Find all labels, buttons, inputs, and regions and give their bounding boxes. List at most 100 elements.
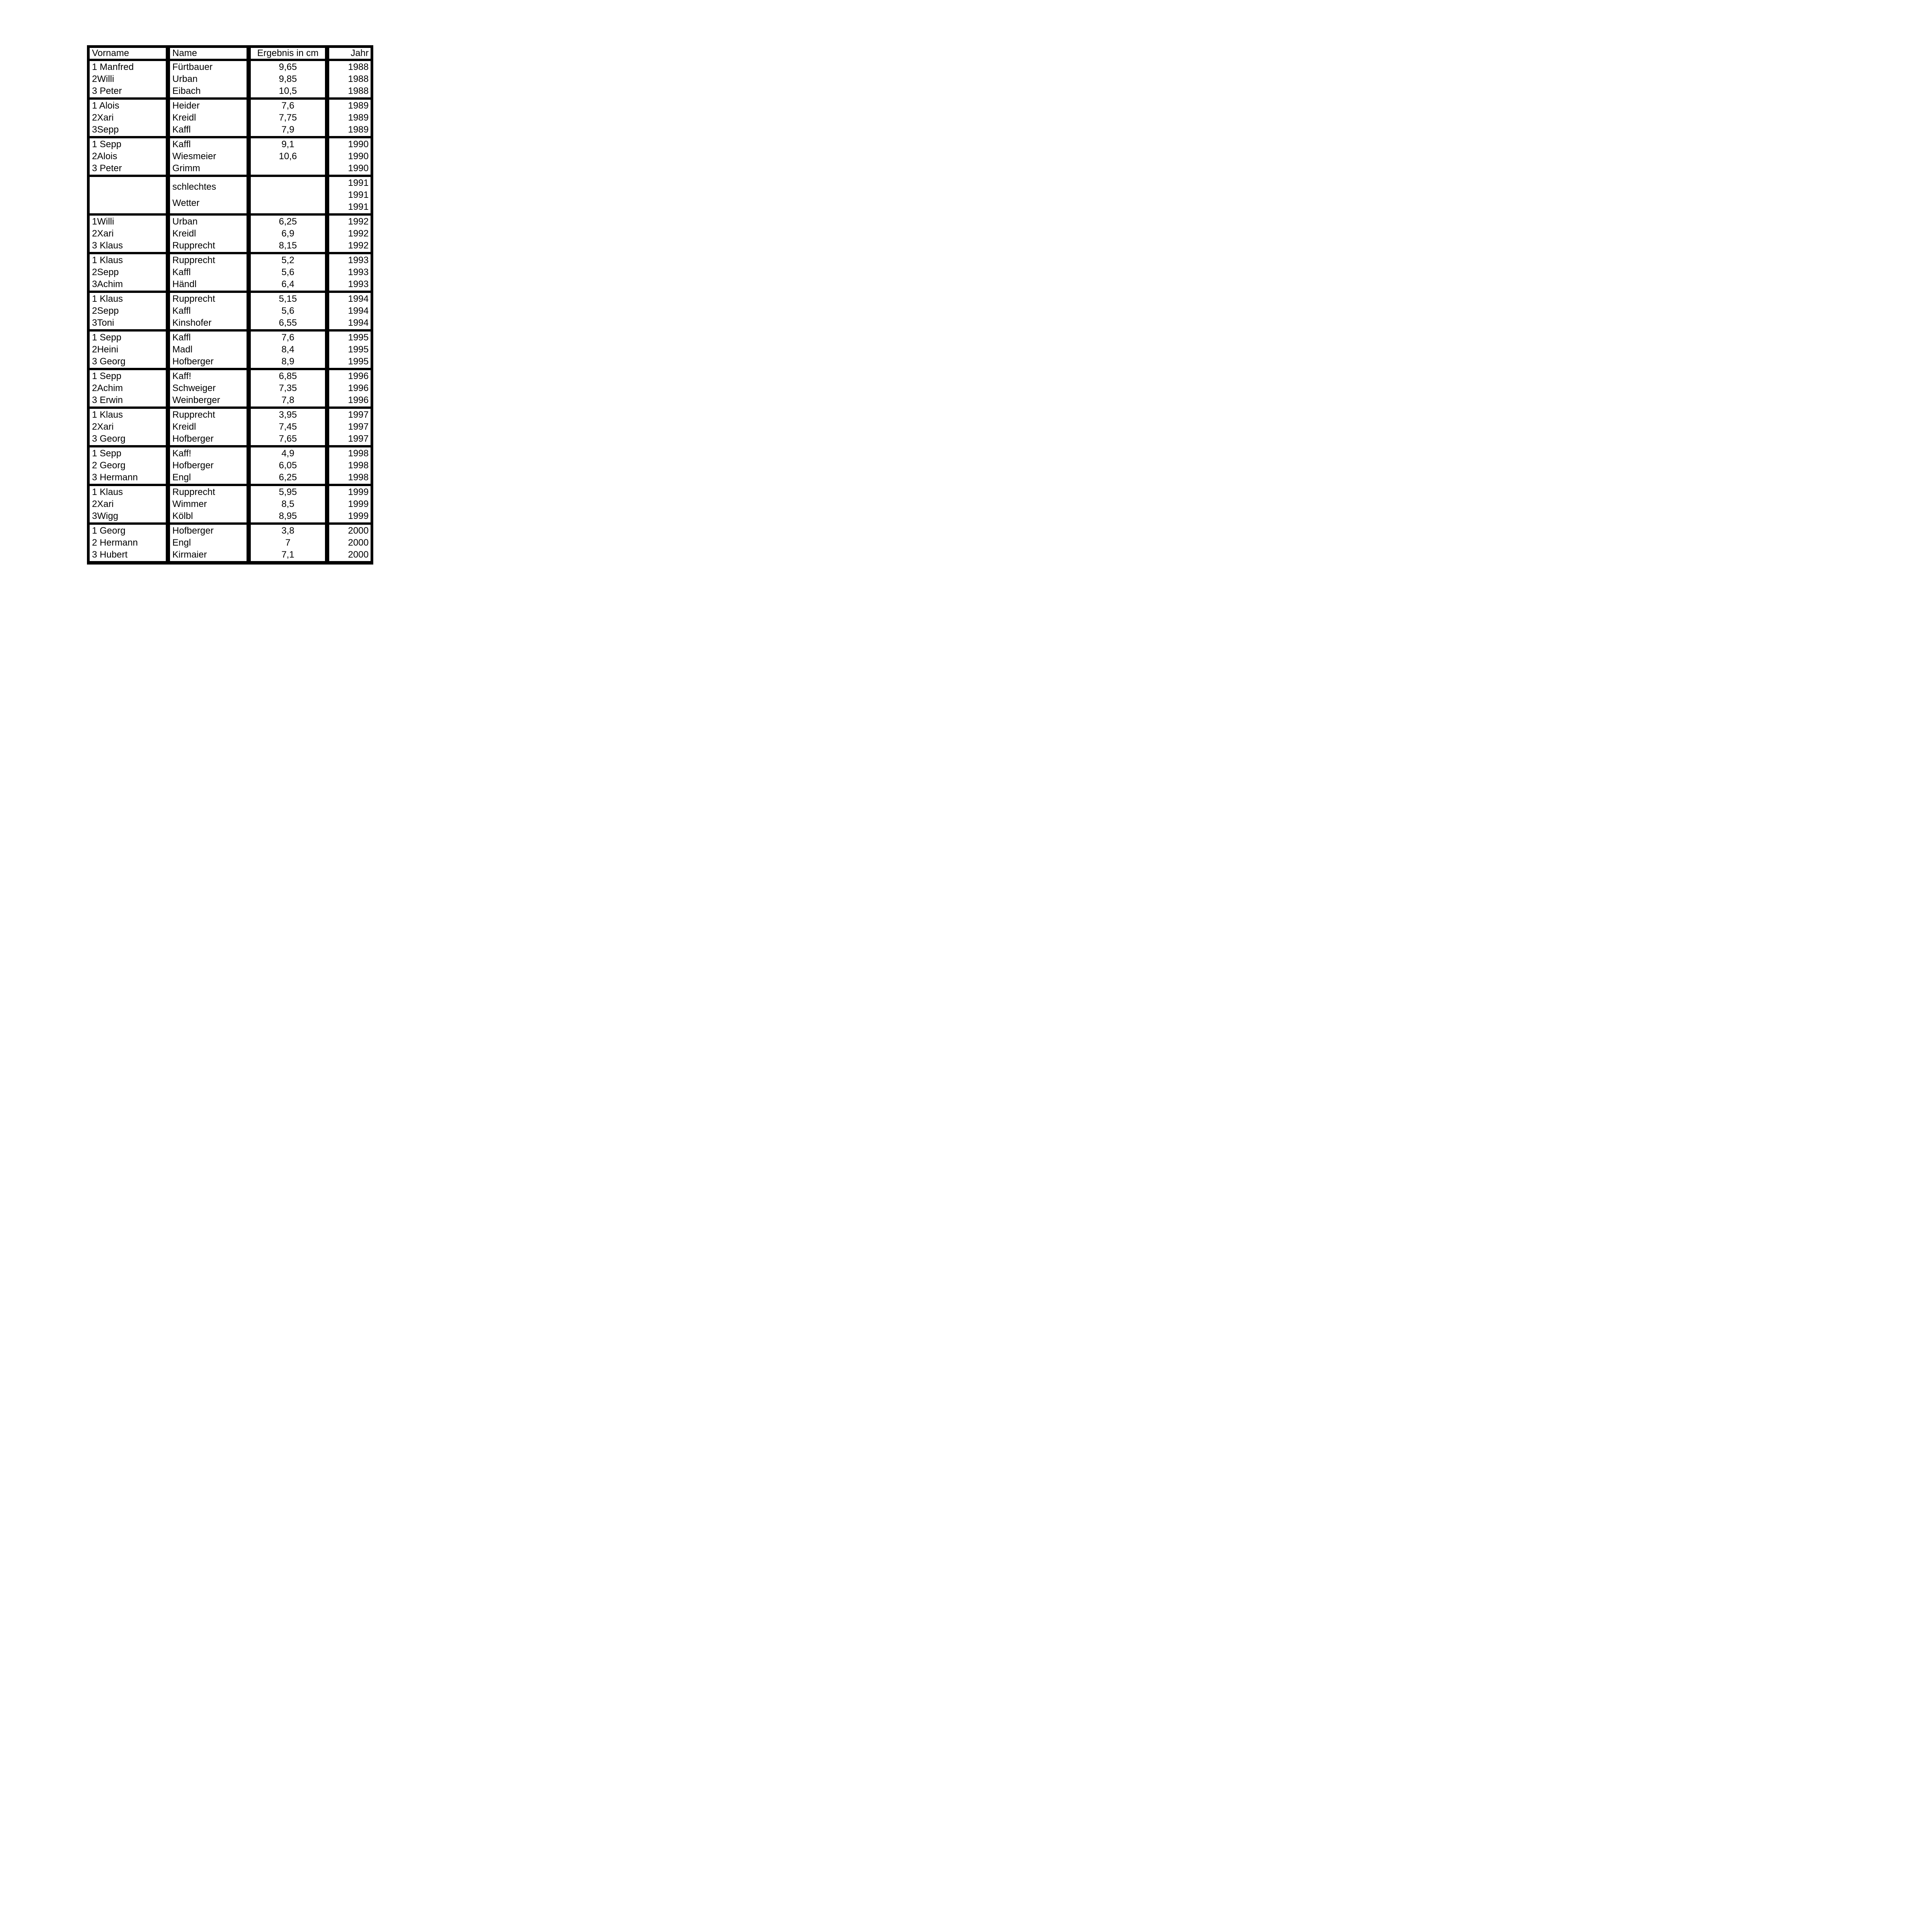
ergebnis-value: 7,9 xyxy=(281,124,294,135)
g7-ergebnis-cell: 7,6 8,4 8,9 xyxy=(251,332,325,368)
vorname-value: 1 Sepp xyxy=(92,448,122,459)
name-value: Urban xyxy=(172,216,198,227)
vorname-value xyxy=(90,201,166,213)
vorname-value: 2 Hermann xyxy=(92,537,138,548)
jahr-value: 1992 xyxy=(348,216,369,227)
vorname-value: 2Alois xyxy=(92,151,117,162)
g8-jahr-cell: 1996 1996 1996 xyxy=(329,370,371,406)
vorname-value: 2Sepp xyxy=(92,305,119,316)
jahr-value: 1998 xyxy=(348,448,369,459)
name-value: Fürtbauer xyxy=(172,61,213,72)
g8-name-cell: Kaff! Schweiger Weinberger xyxy=(170,370,247,406)
jahr-value: 1994 xyxy=(348,293,369,304)
g8-vorname-cell: 1 Sepp 2Achim 3 Erwin xyxy=(90,370,166,406)
name-value: Kaff! xyxy=(172,448,191,459)
g5-vorname-cell: 1 Klaus 2Sepp 3Achim xyxy=(90,254,166,291)
vorname-value: 2 Georg xyxy=(92,460,126,471)
header-jahr: Jahr xyxy=(329,48,371,59)
g2-vorname-cell: 1 Sepp 2Alois 3 Peter xyxy=(90,138,166,175)
vorname-value: 2Sepp xyxy=(92,267,119,277)
g8-ergebnis-cell: 6,85 7,35 7,8 xyxy=(251,370,325,406)
name-value: Engl xyxy=(172,537,191,548)
ergebnis-value: 7,65 xyxy=(279,434,297,444)
g6-name-cell: Rupprecht Kaffl Kinshofer xyxy=(170,293,247,329)
jahr-value: 1990 xyxy=(348,163,369,174)
ergebnis-value: 10,5 xyxy=(279,86,297,97)
ergebnis-value: 5,95 xyxy=(279,486,297,497)
name-value: Kaffl xyxy=(172,305,191,316)
g10-name-cell: Kaff! Hofberger Engl xyxy=(170,447,247,484)
ergebnis-value: 7,6 xyxy=(281,332,294,343)
name-value: Kaffl xyxy=(172,139,191,150)
ergebnis-value: 6,9 xyxy=(281,228,294,239)
vorname-value: 1 Sepp xyxy=(92,332,122,343)
g10-jahr-cell: 1998 1998 1998 xyxy=(329,447,371,484)
g1-jahr-cell: 1989 1989 1989 xyxy=(329,100,371,136)
g4-vorname-cell: 1Willi 2Xari 3 Klaus xyxy=(90,216,166,252)
ergebnis-value: 9,85 xyxy=(279,73,297,84)
ergebnis-value: 5,6 xyxy=(281,305,294,316)
vorname-value: 3 Hermann xyxy=(92,472,138,483)
vorname-value xyxy=(90,177,166,189)
jahr-value: 1998 xyxy=(348,472,369,483)
g6-vorname-cell: 1 Klaus 2Sepp 3Toni xyxy=(90,293,166,329)
g12-vorname-cell: 1 Georg 2 Hermann 3 Hubert xyxy=(90,525,166,561)
jahr-value: 1996 xyxy=(348,371,369,381)
vorname-value: 1Willi xyxy=(92,216,114,227)
vorname-value: 3Achim xyxy=(92,279,123,290)
name-value: Kirmaier xyxy=(172,549,207,560)
name-value: Hofberger xyxy=(172,525,214,536)
jahr-value: 1999 xyxy=(348,511,369,522)
name-value: Hofberger xyxy=(172,356,214,367)
g2-jahr-cell: 1990 1990 1990 xyxy=(329,138,371,175)
g11-jahr-cell: 1999 1999 1999 xyxy=(329,486,371,522)
ergebnis-value: 3,8 xyxy=(281,525,294,536)
jahr-value: 1993 xyxy=(348,267,369,277)
name-value: Schweiger xyxy=(172,383,216,393)
name-value: Wiesmeier xyxy=(172,151,216,162)
vorname-value: 1 Klaus xyxy=(92,293,123,304)
name-value: Kölbl xyxy=(172,511,193,522)
g3-vorname-cell xyxy=(90,177,166,213)
g11-vorname-cell: 1 Klaus 2Xari 3Wigg xyxy=(90,486,166,522)
jahr-value: 2000 xyxy=(348,549,369,560)
results-table: Vorname Name Ergebnis in cm Jahr 1 Manfr… xyxy=(87,45,373,565)
g3-jahr-cell: 1991 1991 1991 xyxy=(329,177,371,213)
ergebnis-value: 5,15 xyxy=(279,293,297,304)
name-value: Heider xyxy=(172,100,200,111)
ergebnis-value: 10,6 xyxy=(279,151,297,162)
vorname-value: 3 Peter xyxy=(92,86,122,97)
g6-ergebnis-cell: 5,15 5,6 6,55 xyxy=(251,293,325,329)
g0-ergebnis-cell: 9,65 9,85 10,5 xyxy=(251,61,325,97)
ergebnis-value: 7,1 xyxy=(281,549,294,560)
header-ergebnis: Ergebnis in cm xyxy=(251,48,325,59)
vorname-value: 3 Erwin xyxy=(92,395,123,406)
g9-ergebnis-cell: 3,95 7,45 7,65 xyxy=(251,409,325,445)
name-value: Kreidl xyxy=(172,112,196,123)
jahr-value: 1999 xyxy=(348,498,369,509)
ergebnis-value: 7,45 xyxy=(279,421,297,432)
g10-vorname-cell: 1 Sepp 2 Georg 3 Hermann xyxy=(90,447,166,484)
name-value: Eibach xyxy=(172,86,201,97)
weather-note-line: Wetter xyxy=(172,198,200,208)
name-value: Rupprecht xyxy=(172,255,215,265)
name-value: Kaffl xyxy=(172,267,191,277)
g9-name-cell: Rupprecht Kreidl Hofberger xyxy=(170,409,247,445)
ergebnis-value: 7,8 xyxy=(281,395,294,406)
name-value: Kreidl xyxy=(172,421,196,432)
weather-note-line: schlechtes xyxy=(172,182,216,192)
vorname-value: 3 Peter xyxy=(92,163,122,174)
g9-jahr-cell: 1997 1997 1997 xyxy=(329,409,371,445)
ergebnis-value xyxy=(251,201,325,213)
ergebnis-value: 7,6 xyxy=(281,100,294,111)
ergebnis-value: 6,25 xyxy=(279,472,297,483)
vorname-value: 2Xari xyxy=(92,421,114,432)
jahr-value: 1988 xyxy=(348,61,369,72)
g2-ergebnis-cell: 9,1 10,6 xyxy=(251,138,325,175)
ergebnis-value: 6,85 xyxy=(279,371,297,381)
vorname-value: 2Xari xyxy=(92,112,114,123)
name-value: Urban xyxy=(172,73,198,84)
ergebnis-value: 9,65 xyxy=(279,61,297,72)
jahr-value: 1991 xyxy=(348,202,369,213)
jahr-value: 1995 xyxy=(348,344,369,355)
